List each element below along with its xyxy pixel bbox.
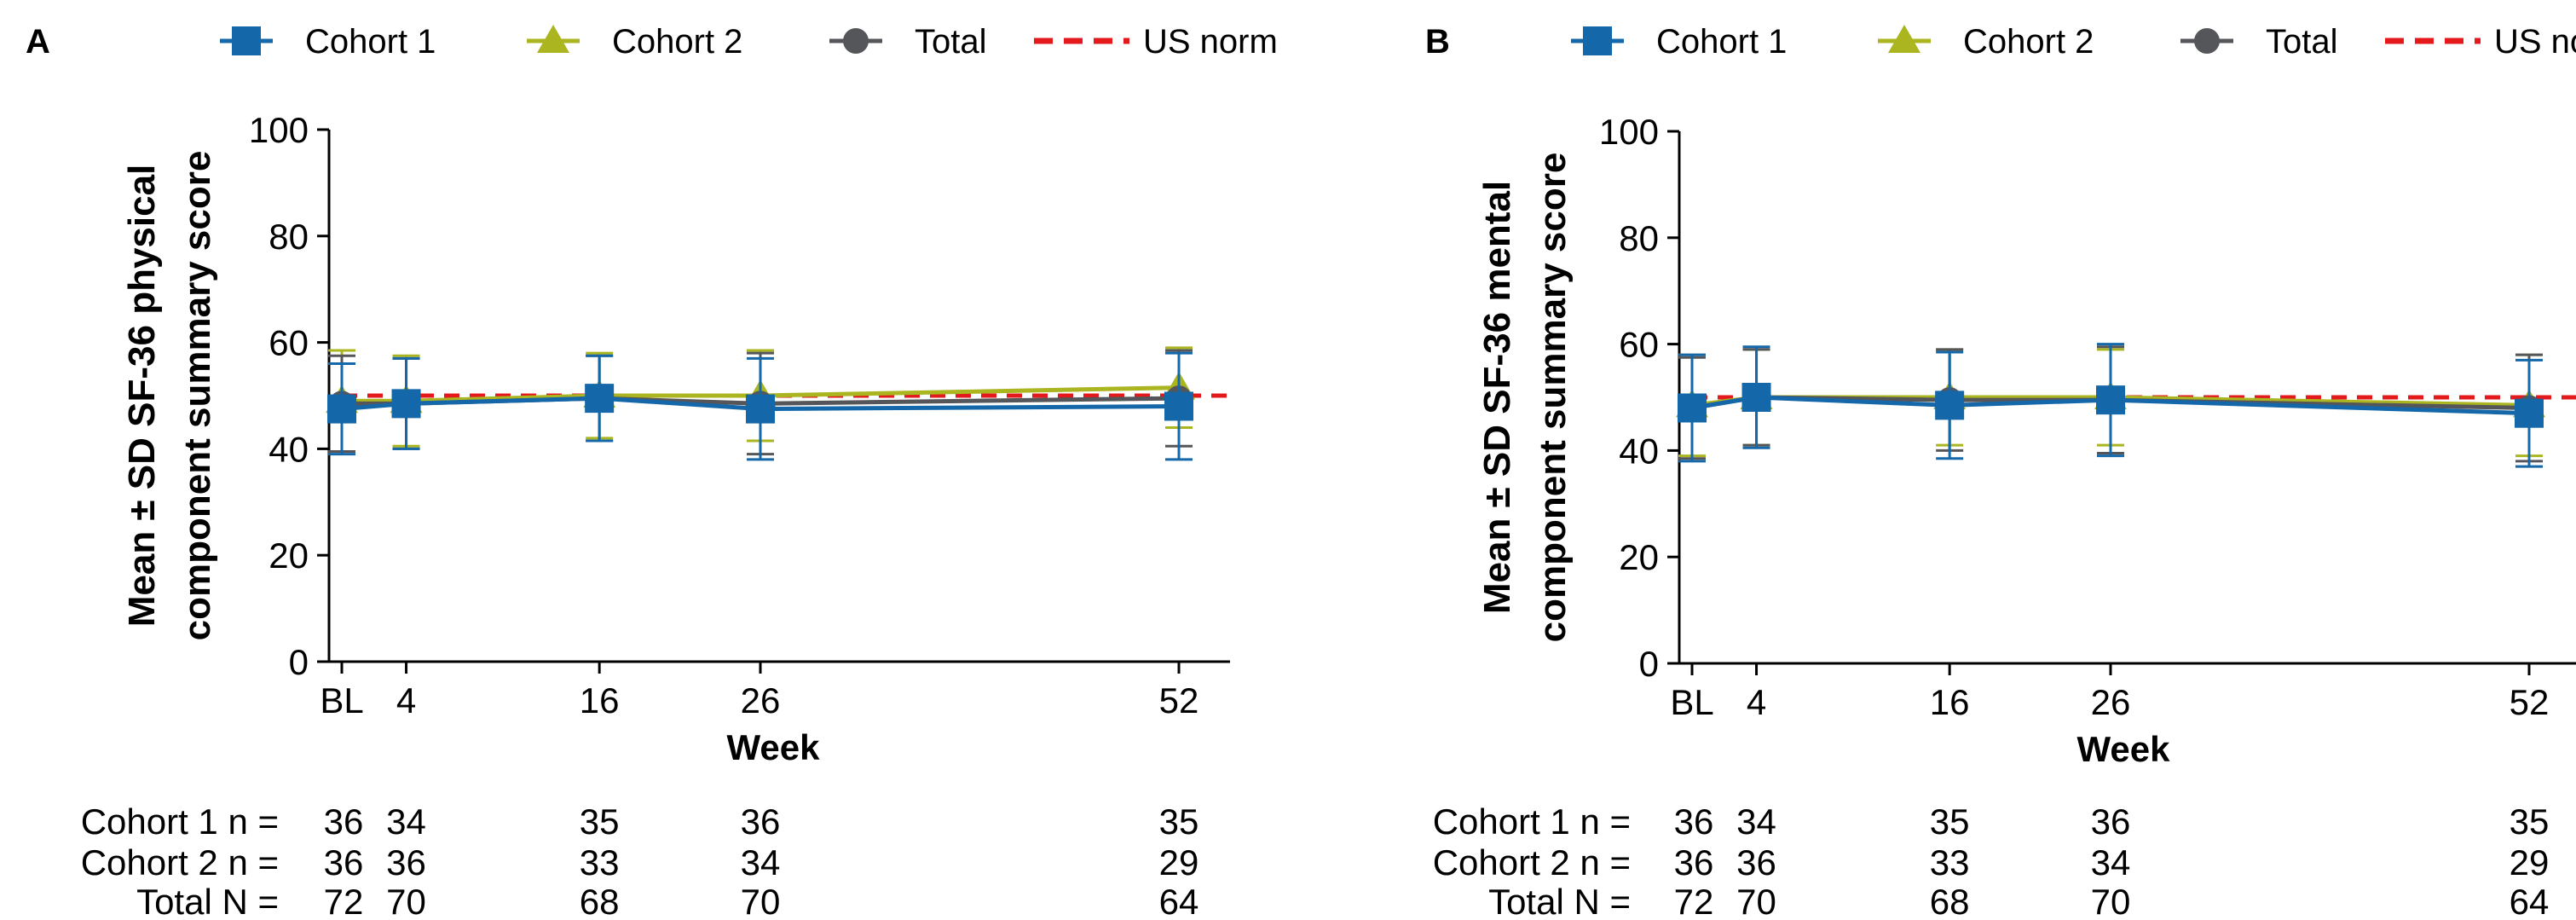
x-tick-label: 16 — [1930, 682, 1970, 722]
n-table-cell: 36 — [324, 842, 364, 882]
n-table-cell: 72 — [324, 882, 364, 920]
n-table-cell: 70 — [1736, 882, 1776, 920]
legend-label: US norm — [2494, 23, 2576, 61]
legend-marker-2 — [1888, 25, 1920, 53]
y-tick-label: 40 — [1619, 431, 1659, 471]
n-table-row-label: Total N = — [1488, 882, 1631, 920]
n-table-cell: 70 — [741, 882, 781, 920]
n-table-row-label: Cohort 2 n = — [81, 842, 279, 882]
n-table-cell: 64 — [2510, 882, 2550, 920]
legend-label: Total — [915, 23, 987, 61]
x-tick-label: 4 — [396, 680, 416, 720]
legend-label: US norm — [1143, 23, 1278, 61]
y-axis-label: Mean ± SD SF-36 physical — [121, 165, 163, 628]
n-table-cell: 36 — [1674, 842, 1714, 882]
data-point — [1678, 393, 1707, 423]
n-table-row-label: Cohort 1 n = — [1433, 801, 1631, 842]
panel-label: B — [1425, 23, 1450, 61]
legend-label: Cohort 1 — [1656, 23, 1787, 61]
legend-label: Total — [2266, 23, 2338, 61]
n-table-cell: 35 — [2510, 801, 2550, 842]
n-table-cell: 34 — [2091, 842, 2131, 882]
y-tick-label: 20 — [1619, 537, 1659, 577]
n-table-cell: 29 — [1159, 842, 1199, 882]
n-table-cell: 70 — [386, 882, 426, 920]
n-table-cell: 35 — [1930, 801, 1970, 842]
n-table-cell: 68 — [580, 882, 620, 920]
x-tick-label: 26 — [2091, 682, 2131, 722]
n-table-cell: 29 — [2510, 842, 2550, 882]
n-table-cell: 36 — [386, 842, 426, 882]
y-tick-label: 40 — [269, 429, 309, 469]
data-point — [391, 389, 421, 419]
x-tick-label: 16 — [580, 680, 620, 720]
legend-label: Cohort 2 — [1963, 23, 2094, 61]
chart-panel-a: A Cohort 1 Cohort 2 Total US norm Mean ± SD S… — [26, 23, 1278, 920]
x-tick-label: 4 — [1747, 682, 1766, 722]
legend-label: Cohort 1 — [305, 23, 436, 61]
x-axis-label: Week — [727, 727, 821, 767]
panel-label: A — [26, 23, 50, 61]
x-tick-label: 52 — [2510, 682, 2550, 722]
n-table-cell: 68 — [1930, 882, 1970, 920]
n-table-cell: 64 — [1159, 882, 1199, 920]
legend: Cohort 1 Cohort 2 Total US norm — [220, 23, 1278, 61]
legend-marker-1 — [232, 26, 261, 55]
data-point — [1164, 391, 1193, 421]
series-cohort-1 — [327, 351, 1193, 461]
n-table-cell: 35 — [580, 801, 620, 842]
x-tick-label: 52 — [1159, 680, 1199, 720]
n-table-cell: 35 — [1159, 801, 1199, 842]
n-table-cell: 36 — [2091, 801, 2131, 842]
x-tick-label: 26 — [741, 680, 781, 720]
y-tick-label: 80 — [269, 217, 309, 257]
data-point — [746, 394, 775, 424]
n-table-cell: 36 — [1736, 842, 1776, 882]
y-tick-label: 80 — [1619, 218, 1659, 258]
y-tick-label: 100 — [249, 110, 309, 150]
n-table-cell: 34 — [741, 842, 781, 882]
n-table-cell: 72 — [1674, 882, 1714, 920]
series-cohort-1 — [1678, 343, 2544, 468]
y-axis-label: component summary score — [176, 151, 218, 641]
data-point — [1935, 391, 1965, 420]
legend-label: Cohort 2 — [612, 23, 742, 61]
y-tick-label: 60 — [269, 323, 309, 363]
y-tick-label: 20 — [269, 535, 309, 576]
n-table-cell: 33 — [580, 842, 620, 882]
n-table-cell: 34 — [1736, 801, 1776, 842]
data-point — [1741, 383, 1771, 412]
y-axis-label: component summary score — [1532, 153, 1574, 643]
legend-marker-2 — [537, 25, 569, 53]
legend-marker-1 — [1583, 26, 1612, 55]
data-point — [327, 394, 356, 424]
n-table-cell: 70 — [2091, 882, 2131, 920]
n-table-cell: 34 — [386, 801, 426, 842]
n-table-cell: 33 — [1930, 842, 1970, 882]
legend-marker-3 — [843, 28, 869, 54]
legend-marker-3 — [2194, 28, 2220, 54]
legend: Cohort 1 Cohort 2 Total US norm — [1571, 23, 2576, 61]
data-point — [2515, 398, 2544, 428]
y-axis-label: Mean ± SD SF-36 mental — [1476, 181, 1518, 614]
x-axis-label: Week — [2077, 729, 2171, 769]
x-tick-label: BL — [1670, 682, 1713, 722]
y-tick-label: 0 — [289, 642, 309, 682]
n-table-row-label: Cohort 2 n = — [1433, 842, 1631, 882]
data-point — [585, 384, 615, 414]
x-tick-label: BL — [320, 680, 363, 720]
n-table-row-label: Total N = — [136, 882, 279, 920]
data-point — [2096, 385, 2125, 415]
y-tick-label: 60 — [1619, 325, 1659, 365]
n-table-row-label: Cohort 1 n = — [81, 801, 279, 842]
y-tick-label: 100 — [1599, 112, 1659, 152]
y-tick-label: 0 — [1639, 644, 1659, 684]
n-table-cell: 36 — [1674, 801, 1714, 842]
n-table-cell: 36 — [324, 801, 364, 842]
n-table-cell: 36 — [741, 801, 781, 842]
chart-panel-b: B Cohort 1 Cohort 2 Total US norm Mean ± SD S… — [1425, 23, 2576, 920]
